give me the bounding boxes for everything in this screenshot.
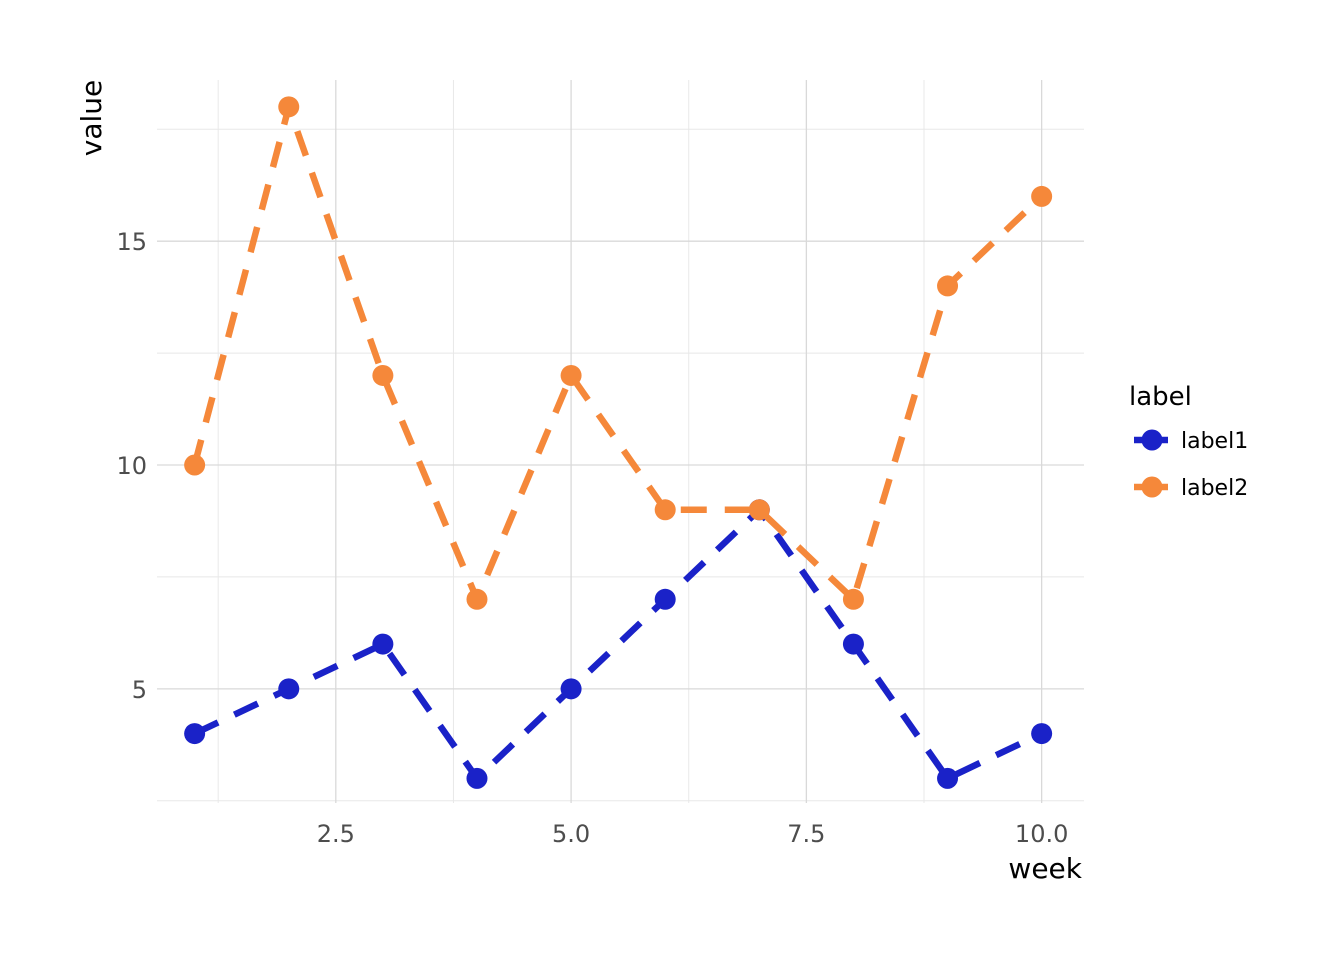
legend-items: label1 label2	[1134, 429, 1248, 501]
data-point	[278, 678, 300, 700]
series-line	[191, 103, 1044, 603]
data-point	[466, 588, 488, 610]
y-axis-title: value	[75, 80, 108, 156]
data-point	[466, 767, 488, 789]
legend-key-point	[1141, 429, 1163, 451]
x-tick-label: 2.5	[317, 820, 355, 848]
data-point	[654, 499, 676, 521]
legend-item-label1: label1	[1134, 429, 1248, 454]
data-point	[560, 364, 582, 386]
legend-label: label2	[1181, 476, 1248, 501]
data-point	[560, 678, 582, 700]
legend-label: label1	[1181, 429, 1248, 454]
y-tick-label: 5	[132, 676, 147, 704]
legend-key-point	[1141, 476, 1163, 498]
data-point	[1031, 723, 1053, 745]
data-point	[184, 723, 206, 745]
data-point	[748, 499, 770, 521]
legend: label label1 label2	[1129, 382, 1248, 501]
data-point	[842, 633, 864, 655]
data-point	[372, 364, 394, 386]
y-tick-label: 10	[116, 452, 147, 480]
data-point	[937, 767, 959, 789]
x-tick-label: 7.5	[787, 820, 825, 848]
legend-item-label2: label2	[1134, 476, 1248, 501]
series-label1	[184, 499, 1053, 789]
series-layer	[184, 96, 1053, 789]
data-point	[937, 275, 959, 297]
series-label2	[184, 96, 1053, 610]
data-point	[278, 96, 300, 118]
data-point	[372, 633, 394, 655]
y-tick-label: 15	[116, 228, 147, 256]
data-point	[842, 588, 864, 610]
data-point	[1031, 185, 1053, 207]
data-point	[184, 454, 206, 476]
x-axis-title: week	[1008, 852, 1082, 885]
legend-title: label	[1129, 382, 1192, 412]
data-point	[654, 588, 676, 610]
x-tick-label: 10.0	[1015, 820, 1068, 848]
x-tick-label: 5.0	[552, 820, 590, 848]
tick-label-layer: 2.5 5.0 7.5 10.0 5 10 15	[116, 228, 1068, 848]
series-line	[193, 506, 1043, 782]
